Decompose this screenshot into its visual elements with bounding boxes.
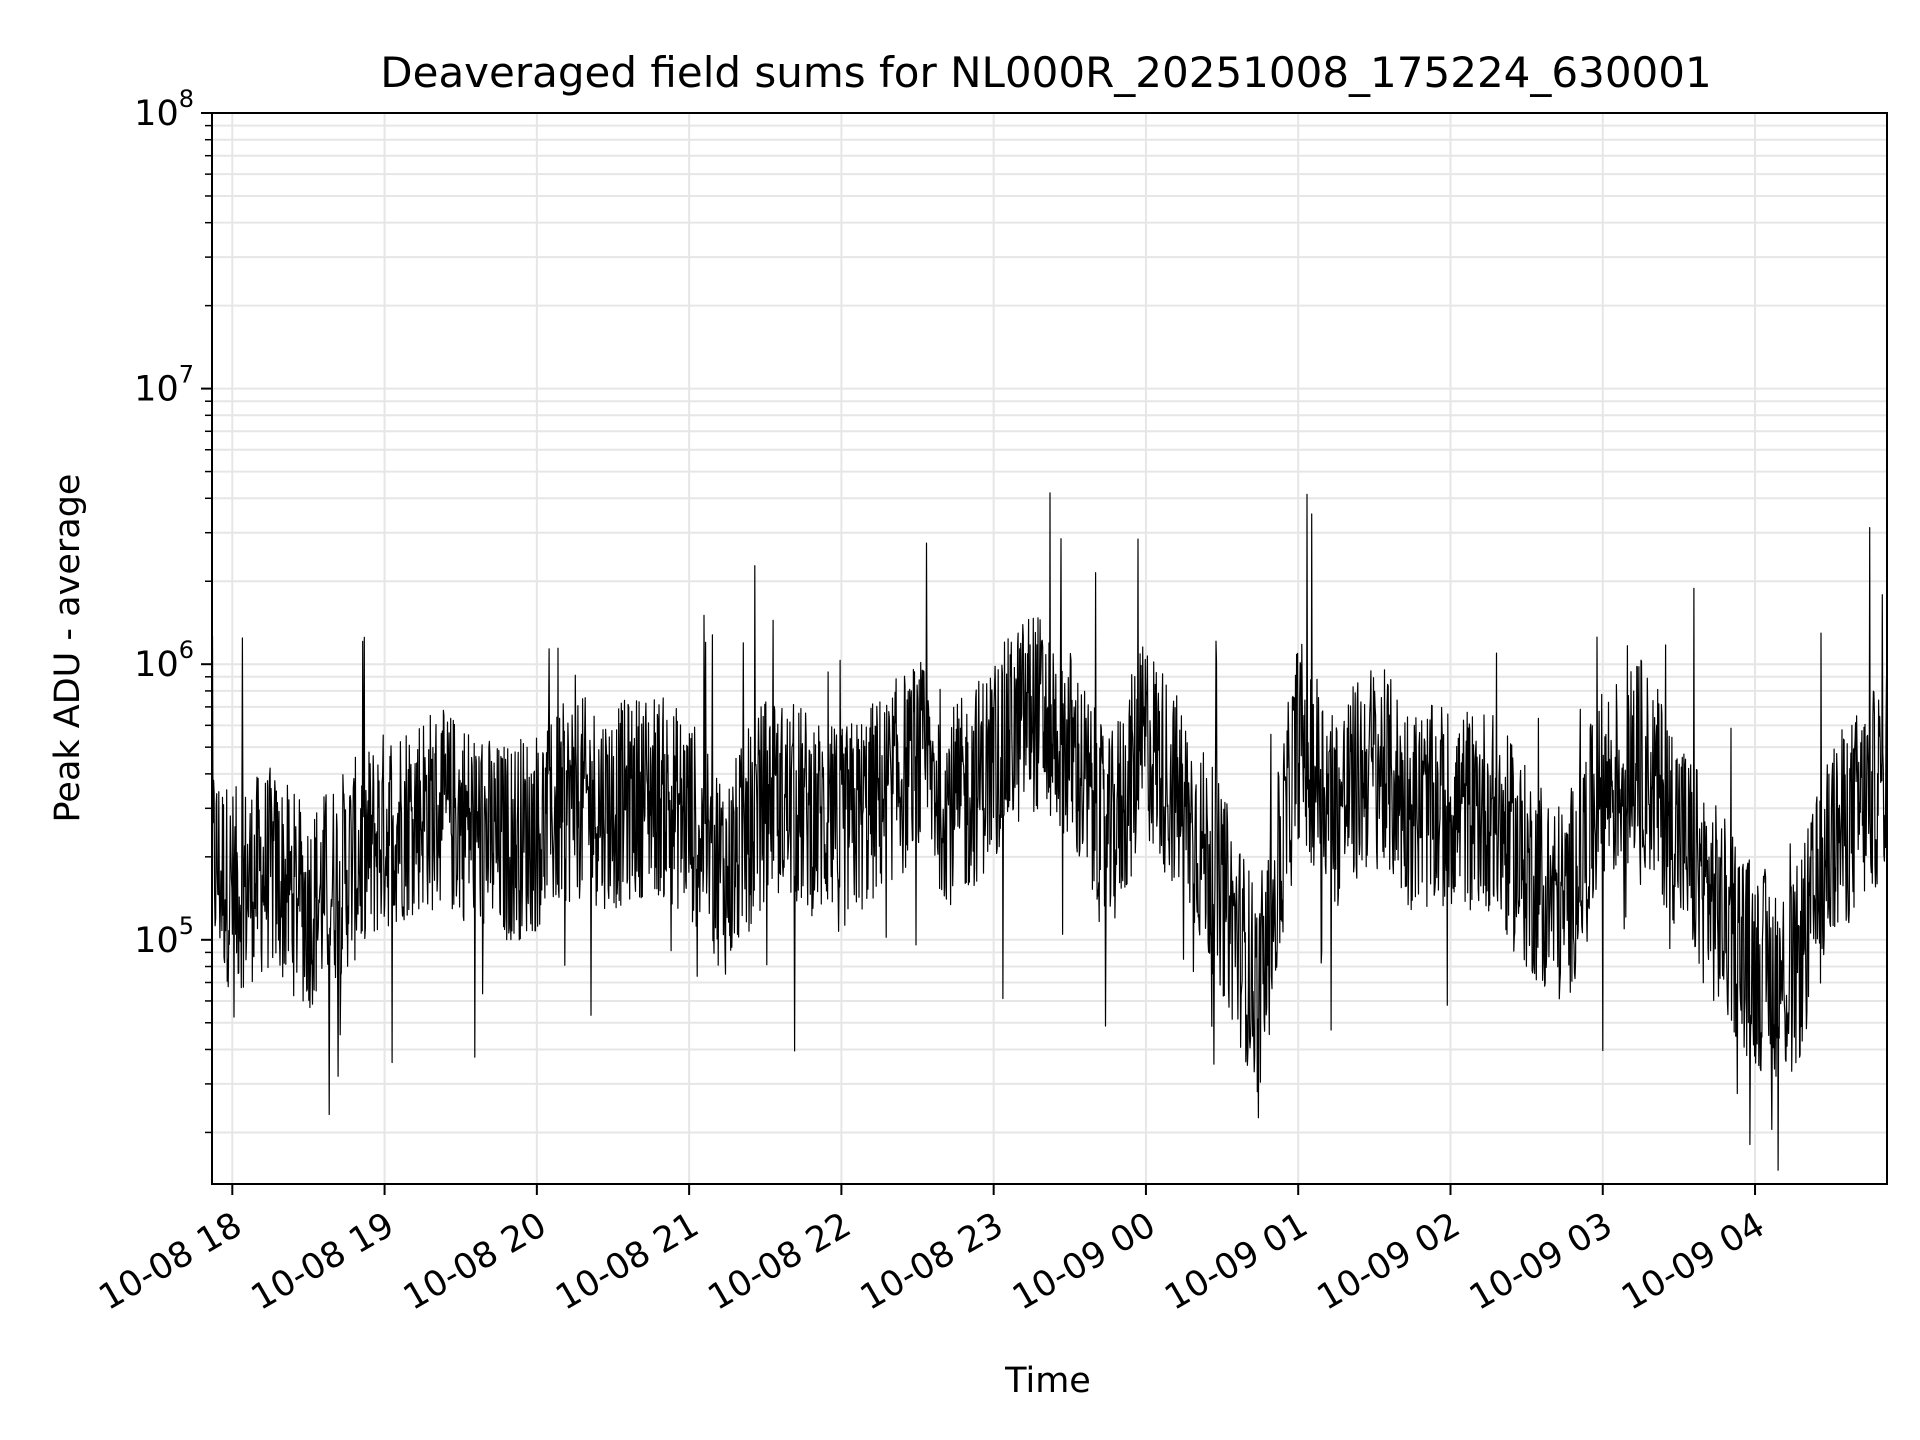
y-axis-label: Peak ADU - average (48, 474, 88, 823)
series-line (212, 492, 1887, 1171)
plot-frame (211, 112, 1888, 1185)
y-tick-label: 105 (134, 912, 194, 961)
chart-title: Deaveraged field sums for NL000R_2025100… (380, 48, 1711, 97)
y-tick-label: 107 (134, 361, 194, 410)
x-axis-label: Time (1004, 1361, 1091, 1401)
